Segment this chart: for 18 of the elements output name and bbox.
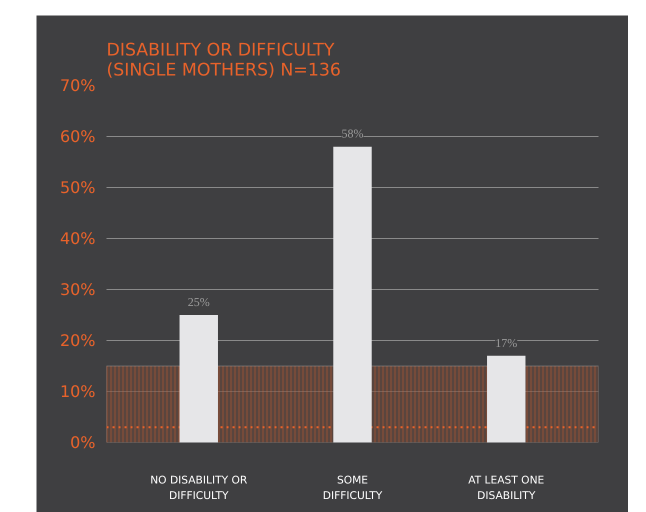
data-label: 58%	[342, 126, 364, 141]
y-tick-label: 30%	[60, 280, 96, 299]
x-tick-label: AT LEAST ONE DISABILITY	[468, 474, 545, 502]
y-tick-label: 70%	[60, 76, 96, 95]
data-label: 17%	[495, 336, 518, 350]
data-label: 25%	[188, 295, 210, 309]
y-tick-label: 20%	[60, 331, 96, 350]
bar	[180, 315, 218, 442]
bar	[487, 356, 526, 442]
x-tick-label: NO DISABILITY OR DIFFICULTY	[150, 474, 248, 502]
y-tick-label: 0%	[70, 433, 96, 452]
y-tick-label: 10%	[60, 382, 96, 401]
chart-title: DISABILITY OR DIFFICULTY (SINGLE MOTHERS) N=136	[106, 40, 341, 80]
y-tick-label: 40%	[60, 229, 96, 248]
y-tick-label: 50%	[60, 178, 96, 197]
y-tick-label: 60%	[60, 127, 96, 146]
bar	[333, 146, 372, 442]
x-tick-label: SOME DIFFICULTY	[322, 474, 383, 502]
